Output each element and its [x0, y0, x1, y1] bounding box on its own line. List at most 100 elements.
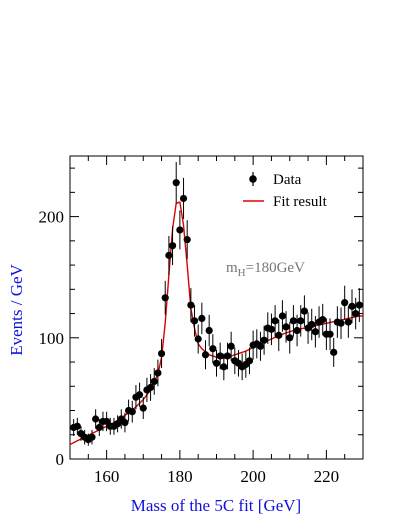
data-marker [227, 342, 235, 350]
data-marker [311, 328, 319, 336]
data-marker [95, 423, 103, 432]
x-axis-title: Mass of the 5C fit [GeV] [131, 496, 301, 515]
data-point [319, 303, 327, 336]
data-marker [300, 307, 308, 315]
data-point [139, 397, 147, 420]
data-marker [216, 352, 224, 360]
data-point [245, 347, 254, 375]
data-marker [150, 377, 158, 386]
data-marker [92, 415, 100, 423]
y-tick-label: 0 [56, 450, 65, 469]
data-point [223, 342, 232, 370]
data-marker [157, 349, 166, 358]
data-marker [198, 314, 206, 323]
data-marker [348, 302, 356, 310]
data-point [121, 412, 129, 433]
data-marker [220, 363, 228, 371]
data-point [311, 315, 319, 348]
data-point [220, 353, 228, 381]
mass-annotation: mH=180GeV [226, 260, 305, 279]
data-point [282, 311, 290, 343]
x-tick-label: 200 [240, 467, 266, 486]
data-point [135, 382, 144, 407]
data-point [330, 337, 338, 367]
data-marker [187, 301, 195, 309]
data-point [146, 374, 155, 401]
data-point [150, 368, 158, 395]
data-point [275, 319, 283, 352]
data-marker [337, 319, 345, 327]
data-point [304, 312, 312, 344]
data-point [205, 314, 213, 347]
data-marker [194, 335, 202, 343]
data-marker [275, 331, 283, 339]
data-point [227, 331, 235, 361]
data-marker [352, 309, 360, 318]
axes-ticks [69, 156, 364, 460]
data-point [308, 308, 316, 341]
data-marker [297, 317, 305, 325]
data-point [73, 417, 81, 435]
data-marker [289, 317, 298, 325]
data-point [278, 300, 287, 332]
data-marker [341, 299, 349, 307]
data-point [165, 235, 173, 275]
data-point [154, 359, 162, 387]
data-marker [135, 391, 144, 399]
data-marker [344, 318, 352, 326]
data-point [201, 340, 210, 370]
data-point [198, 302, 206, 335]
data-marker [330, 348, 338, 356]
data-point [352, 297, 360, 330]
data-marker [267, 325, 276, 333]
mass-annotation-sub: H [238, 267, 246, 279]
mass-annotation-rest: =180GeV [246, 260, 305, 276]
data-marker [205, 326, 213, 335]
data-marker [260, 336, 268, 344]
data-marker [355, 301, 363, 309]
data-point [256, 331, 265, 361]
x-tick-label: 220 [314, 467, 340, 486]
y-tick-label: 100 [39, 329, 65, 348]
data-point [293, 314, 301, 347]
data-marker [73, 422, 81, 430]
data-marker [256, 342, 265, 350]
data-point [242, 351, 250, 378]
legend-data-label: Data [273, 172, 302, 188]
data-marker [88, 433, 96, 441]
data-marker [183, 236, 191, 244]
legend-fit-label: Fit result [273, 194, 328, 210]
data-point [344, 306, 352, 338]
data-marker [319, 316, 327, 324]
data-marker [154, 369, 162, 377]
data-point [216, 342, 224, 370]
data-point [326, 318, 334, 350]
data-point [172, 162, 180, 204]
data-point [187, 288, 195, 323]
x-tick-label: 180 [167, 467, 193, 486]
data-marker [286, 334, 294, 342]
data-marker [176, 226, 184, 234]
data-point [179, 177, 188, 220]
data-marker [245, 357, 254, 365]
data-marker [146, 383, 155, 392]
data-point [209, 334, 217, 364]
data-marker [121, 419, 129, 427]
y-tick-labels: 0 100 200 [39, 208, 65, 469]
data-marker [209, 345, 217, 353]
data-point [348, 289, 356, 324]
data-marker [165, 251, 173, 259]
data-point [176, 210, 184, 250]
data-point [212, 349, 221, 377]
data-point [183, 220, 191, 260]
data-marker [179, 194, 188, 203]
data-marker [223, 352, 232, 360]
data-marker [278, 312, 287, 320]
y-axis-title: Events / GeV [7, 263, 26, 355]
data-marker [212, 359, 221, 367]
data-marker [293, 326, 301, 335]
data-point [157, 339, 166, 369]
data-point [286, 322, 294, 354]
data-marker [308, 320, 316, 329]
